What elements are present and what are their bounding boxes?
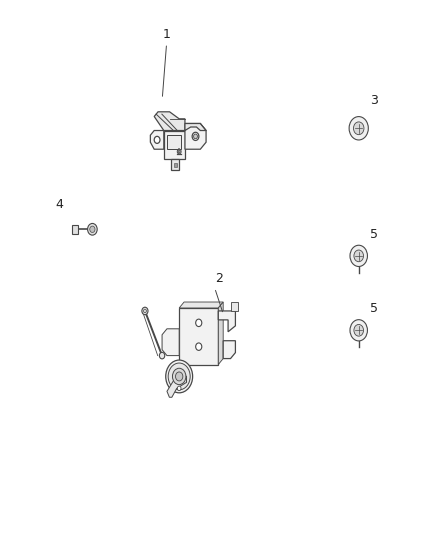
Circle shape	[196, 319, 202, 327]
Circle shape	[177, 149, 181, 154]
Polygon shape	[154, 112, 185, 131]
Circle shape	[196, 343, 202, 350]
Polygon shape	[167, 374, 187, 397]
Polygon shape	[179, 308, 218, 365]
Circle shape	[154, 136, 160, 143]
Polygon shape	[223, 341, 235, 359]
Polygon shape	[179, 302, 223, 308]
Circle shape	[142, 307, 148, 314]
Circle shape	[173, 368, 186, 385]
Polygon shape	[72, 225, 78, 233]
Text: 5: 5	[370, 302, 378, 316]
Polygon shape	[174, 163, 177, 167]
Circle shape	[349, 117, 368, 140]
Polygon shape	[185, 124, 206, 131]
Polygon shape	[230, 302, 238, 311]
Circle shape	[354, 325, 364, 336]
Polygon shape	[150, 131, 164, 149]
Circle shape	[192, 132, 199, 141]
Text: 3: 3	[370, 94, 378, 107]
Circle shape	[166, 360, 193, 393]
Circle shape	[144, 309, 146, 313]
Circle shape	[178, 150, 180, 153]
Polygon shape	[218, 302, 223, 365]
Circle shape	[90, 226, 95, 232]
Polygon shape	[167, 135, 181, 149]
Circle shape	[88, 223, 97, 235]
Polygon shape	[162, 329, 179, 356]
Circle shape	[194, 134, 198, 139]
Text: 5: 5	[370, 228, 378, 241]
Text: 2: 2	[215, 272, 223, 285]
Polygon shape	[218, 311, 235, 332]
Circle shape	[350, 320, 367, 341]
Polygon shape	[172, 159, 179, 170]
Circle shape	[159, 352, 165, 359]
Circle shape	[350, 245, 367, 266]
Circle shape	[354, 250, 364, 262]
Circle shape	[168, 363, 190, 390]
Circle shape	[353, 122, 364, 135]
Circle shape	[176, 372, 183, 381]
Polygon shape	[164, 131, 185, 159]
Text: 4: 4	[56, 198, 64, 211]
Circle shape	[177, 386, 181, 391]
Text: 1: 1	[162, 28, 170, 41]
Polygon shape	[185, 124, 206, 149]
